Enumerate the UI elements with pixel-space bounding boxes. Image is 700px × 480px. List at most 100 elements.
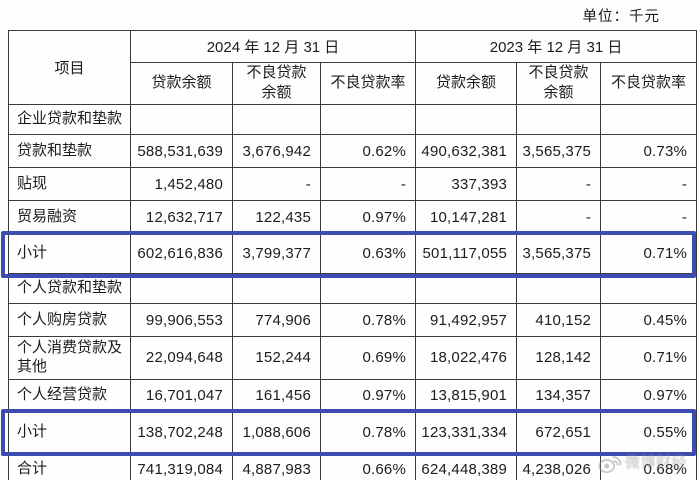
table-row: 贷款和垫款 588,531,639 3,676,942 0.62% 490,632,38… bbox=[8, 134, 698, 168]
cell-value bbox=[415, 104, 518, 135]
cell-value: 3,676,942 bbox=[232, 134, 321, 168]
cell-value: 1,452,480 bbox=[130, 167, 233, 201]
cell-value: 1,088,606 bbox=[232, 411, 321, 453]
column-header-label: 不良贷款余额 bbox=[528, 65, 589, 101]
column-header-npl-ratio-2023: 不良贷款率 bbox=[600, 62, 698, 105]
table-header: 项目 2024 年 12 月 31 日 2023 年 12 月 31 日 贷款余… bbox=[8, 30, 698, 105]
cell-value: 4,238,026 bbox=[516, 451, 602, 480]
table-row: 贸易融资 12,632,717 122,435 0.97% 10,147,281- - bbox=[8, 200, 698, 234]
row-label: 贷款和垫款 bbox=[8, 134, 131, 168]
cell-value bbox=[600, 104, 698, 135]
cell-value: 152,244 bbox=[232, 336, 321, 380]
cell-value: 4,887,983 bbox=[232, 451, 321, 480]
cell-value bbox=[319, 104, 417, 135]
table-row: 贴现 1,452,480- -337,393- - bbox=[8, 167, 698, 201]
cell-value: 0.68% bbox=[600, 451, 698, 480]
cell-value: 0.97% bbox=[319, 200, 417, 234]
cell-value: 490,632,381 bbox=[415, 134, 518, 168]
table-body: 企业贷款和垫款 贷款和垫款 588,531,639 3,676,942 0.62% 490… bbox=[8, 104, 698, 480]
cell-value: 0.55% bbox=[600, 411, 698, 453]
cell-value bbox=[232, 273, 321, 304]
cell-value: 0.71% bbox=[600, 233, 698, 274]
cell-value: 501,117,055 bbox=[415, 233, 518, 274]
cell-value: 122,435 bbox=[232, 200, 321, 234]
cell-value: 3,799,377 bbox=[232, 233, 321, 274]
row-label: 企业贷款和垫款 bbox=[8, 104, 131, 135]
cell-value: 672,651 bbox=[516, 411, 602, 453]
cell-value bbox=[600, 273, 698, 304]
column-header-item: 项目 bbox=[8, 30, 131, 105]
row-label: 个人消费贷款及其他 bbox=[8, 336, 131, 380]
cell-value: 0.78% bbox=[319, 411, 417, 453]
column-group-2023: 2023 年 12 月 31 日 bbox=[415, 30, 698, 63]
cell-value bbox=[415, 273, 518, 304]
cell-value: 3,565,375 bbox=[516, 233, 602, 274]
cell-value: 602,616,836 bbox=[130, 233, 233, 274]
section-row: 个人贷款和垫款 bbox=[8, 273, 698, 304]
cell-value: 13,815,901 bbox=[415, 378, 518, 413]
column-header-npl-balance-2024: 不良贷款余额 bbox=[232, 62, 321, 105]
column-group-2024: 2024 年 12 月 31 日 bbox=[129, 30, 417, 63]
column-header-label: 贷款余额 bbox=[151, 75, 212, 92]
column-header-label: 不良贷款率 bbox=[330, 75, 406, 92]
loan-quality-table: 项目 2024 年 12 月 31 日 2023 年 12 月 31 日 贷款余… bbox=[8, 30, 698, 480]
row-label: 贸易融资 bbox=[8, 200, 131, 234]
cell-value: 0.71% bbox=[600, 336, 698, 380]
cell-value: - bbox=[600, 200, 698, 234]
cell-value bbox=[516, 104, 602, 135]
row-label: 个人经营贷款 bbox=[8, 378, 131, 413]
cell-value: 0.66% bbox=[319, 451, 417, 480]
table-row: 个人经营贷款 16,701,047 161,456 0.97% 13,815,901 13… bbox=[8, 378, 698, 413]
cell-value: - bbox=[516, 200, 602, 234]
header-row-dates: 项目 2024 年 12 月 31 日 2023 年 12 月 31 日 bbox=[8, 30, 698, 105]
table-row: 个人消费贷款及其他 22,094,648 152,244 0.69% 18,022,47… bbox=[8, 336, 698, 380]
cell-value: 0.69% bbox=[319, 336, 417, 380]
cell-value: 18,022,476 bbox=[415, 336, 518, 380]
cell-value: 741,319,084 bbox=[130, 451, 233, 480]
cell-value: 16,701,047 bbox=[130, 378, 233, 413]
row-label: 个人购房贷款 bbox=[8, 303, 131, 337]
section-row: 企业贷款和垫款 bbox=[8, 104, 698, 135]
cell-value: 91,492,957 bbox=[415, 303, 518, 337]
cell-value: 624,448,389 bbox=[415, 451, 518, 480]
column-header-npl-ratio-2024: 不良贷款率 bbox=[319, 62, 417, 105]
row-label: 小计 bbox=[8, 411, 131, 453]
column-header-label: 不良贷款率 bbox=[611, 75, 687, 92]
cell-value: 161,456 bbox=[232, 378, 321, 413]
cell-value: - bbox=[232, 167, 321, 201]
subtotal-row: 小计 138,702,248 1,088,606 0.78% 123,331,334 67… bbox=[8, 411, 698, 453]
column-header-loan-balance-2024: 贷款余额 bbox=[130, 62, 233, 105]
row-label: 贴现 bbox=[8, 167, 131, 201]
row-label: 小计 bbox=[8, 233, 131, 274]
cell-value: 134,357 bbox=[516, 378, 602, 413]
cell-value: 138,702,248 bbox=[130, 411, 233, 453]
cell-value bbox=[130, 104, 233, 135]
cell-value: 10,147,281 bbox=[415, 200, 518, 234]
cell-value: 0.62% bbox=[319, 134, 417, 168]
row-label: 个人贷款和垫款 bbox=[8, 273, 131, 304]
column-header-label: 不良贷款余额 bbox=[246, 65, 307, 101]
cell-value bbox=[130, 273, 233, 304]
cell-value: 0.63% bbox=[319, 233, 417, 274]
cell-value: 99,906,553 bbox=[130, 303, 233, 337]
cell-value: 0.97% bbox=[600, 378, 698, 413]
cell-value: 0.78% bbox=[319, 303, 417, 337]
cell-value: 22,094,648 bbox=[130, 336, 233, 380]
cell-value: 0.73% bbox=[600, 134, 698, 168]
cell-value: 3,565,375 bbox=[516, 134, 602, 168]
cell-value: - bbox=[319, 167, 417, 201]
cell-value: - bbox=[516, 167, 602, 201]
cell-value: 774,906 bbox=[232, 303, 321, 337]
total-row: 合计 741,319,084 4,887,983 0.66% 624,448,389 4,… bbox=[8, 451, 698, 480]
cell-value: 337,393 bbox=[415, 167, 518, 201]
cell-value bbox=[516, 273, 602, 304]
column-header-label: 贷款余额 bbox=[436, 75, 497, 92]
cell-value: 0.45% bbox=[600, 303, 698, 337]
subtotal-row: 小计 602,616,836 3,799,377 0.63% 501,117,055 3,… bbox=[8, 233, 698, 274]
cell-value: 588,531,639 bbox=[130, 134, 233, 168]
cell-value bbox=[232, 104, 321, 135]
cell-value: 12,632,717 bbox=[130, 200, 233, 234]
column-header-npl-balance-2023: 不良贷款余额 bbox=[516, 62, 602, 105]
column-header-loan-balance-2023: 贷款余额 bbox=[415, 62, 518, 105]
